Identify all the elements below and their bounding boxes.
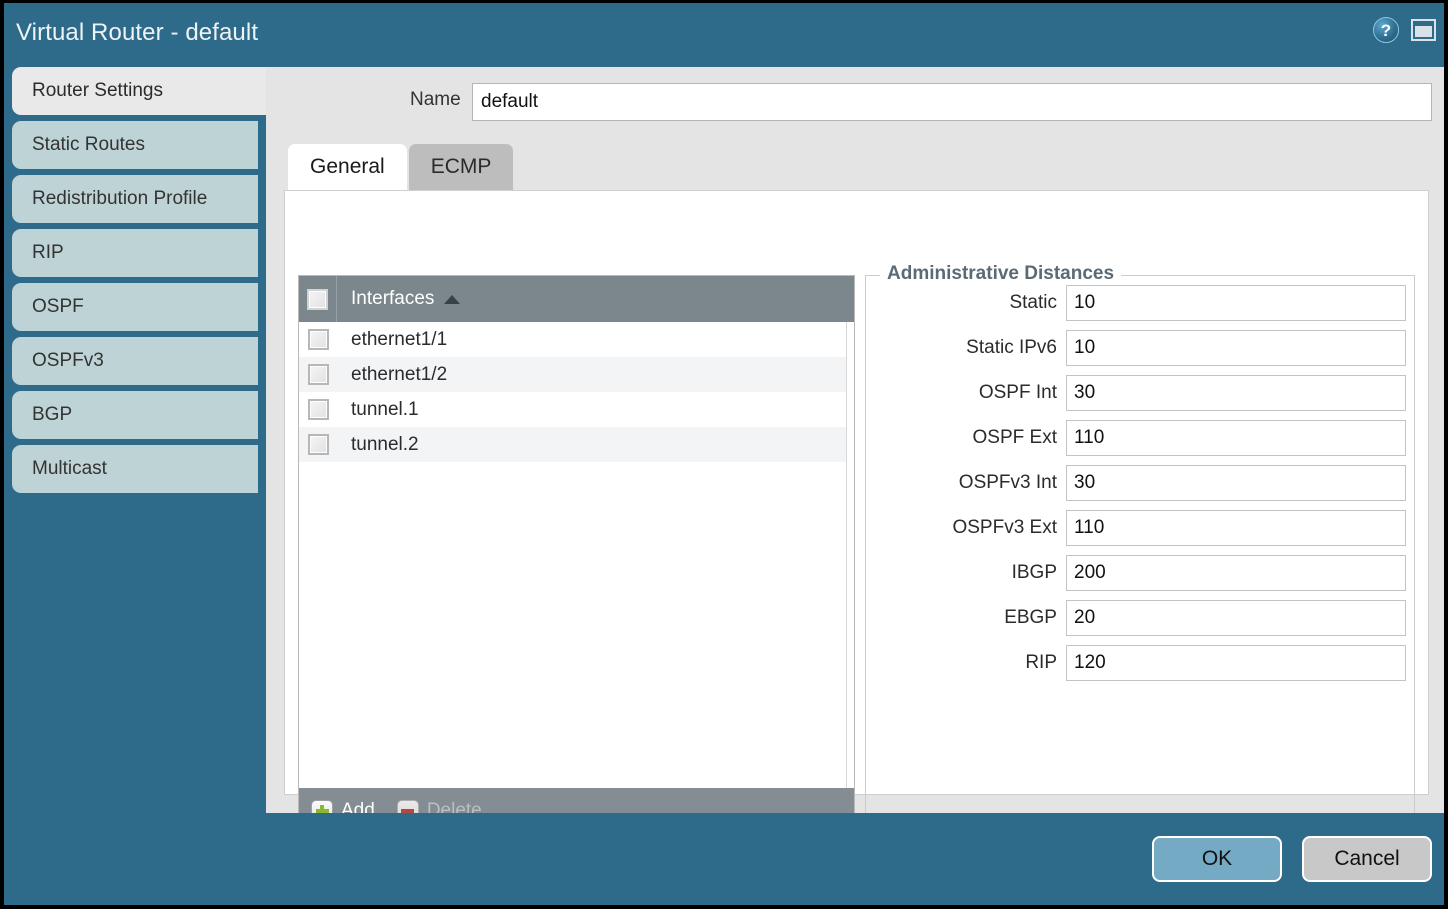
sidebar-item-label: Redistribution Profile [32,188,208,209]
row-checkbox[interactable] [307,329,329,350]
administrative-distances-group: Administrative Distances Static Static I… [865,263,1415,835]
sidebar-item-label: OSPF [32,296,84,317]
row-checkbox[interactable] [307,364,329,385]
tab-content-panel: Interfaces ethernet1/1 ethernet1 [284,190,1429,835]
name-input[interactable] [472,83,1432,121]
sidebar-item-rip[interactable]: RIP [12,229,258,277]
sort-ascending-triangle-icon[interactable] [444,294,461,304]
table-row[interactable]: ethernet1/1 [299,322,854,357]
cancel-button[interactable]: Cancel [1302,836,1432,882]
ospf-int-distance-input[interactable] [1066,375,1406,411]
ospfv3-ext-distance-input[interactable] [1066,510,1406,546]
row-checkbox-cell [299,399,337,420]
sidebar-item-label: Multicast [32,458,107,479]
dialog-body: Name General ECMP Interfaces [266,67,1444,835]
name-label: Name [410,89,461,110]
sidebar-nav: Router Settings Static Routes Redistribu… [4,67,270,905]
restore-window-icon[interactable] [1411,19,1436,41]
tab-ecmp[interactable]: ECMP [408,144,514,190]
row-checkbox-cell [299,329,337,350]
field-label: OSPFv3 Int [958,472,1057,493]
tab-bar: General ECMP [288,144,515,190]
ebgp-distance-input[interactable] [1066,600,1406,636]
interface-name: tunnel.2 [351,433,419,455]
help-circle-icon[interactable]: ? [1373,17,1399,43]
sidebar-item-label: Static Routes [32,134,145,155]
interfaces-table-header: Interfaces [299,276,854,322]
row-checkbox-cell [299,434,337,455]
dialog-titlebar: Virtual Router - default ? [4,3,1444,67]
field-row-ospf-ext: OSPF Ext [866,420,1414,456]
interface-name: ethernet1/1 [351,328,448,350]
ospfv3-int-distance-input[interactable] [1066,465,1406,501]
sidebar-item-multicast[interactable]: Multicast [12,445,258,493]
sidebar-item-label: OSPFv3 [32,350,104,371]
field-row-static-ipv6: Static IPv6 [866,330,1414,366]
titlebar-icon-group: ? [1373,17,1436,43]
field-row-ospf-int: OSPF Int [866,375,1414,411]
field-label: RIP [1025,652,1057,673]
interfaces-table: Interfaces ethernet1/1 ethernet1 [298,275,855,835]
field-label: EBGP [1004,607,1057,628]
sidebar-item-redistribution-profile[interactable]: Redistribution Profile [12,175,258,223]
sidebar-item-label: BGP [32,404,73,425]
ospf-ext-distance-input[interactable] [1066,420,1406,456]
row-checkbox[interactable] [307,399,329,420]
ok-button[interactable]: OK [1152,836,1282,882]
ibgp-distance-input[interactable] [1066,555,1406,591]
field-label: Static [1009,292,1057,313]
table-row[interactable]: ethernet1/2 [299,357,854,392]
field-row-ospfv3-ext: OSPFv3 Ext [866,510,1414,546]
field-row-rip: RIP [866,645,1414,681]
row-checkbox[interactable] [307,434,329,455]
sidebar-item-bgp[interactable]: BGP [12,391,258,439]
sidebar-item-ospfv3[interactable]: OSPFv3 [12,337,258,385]
sidebar-item-label: Router Settings [32,80,163,101]
sidebar-item-label: RIP [32,242,64,263]
row-checkbox-cell [299,364,337,385]
field-label: Static IPv6 [966,337,1057,358]
field-row-ibgp: IBGP [866,555,1414,591]
field-label: OSPF Int [978,382,1057,403]
select-all-cell [299,276,337,322]
administrative-distances-legend: Administrative Distances [880,263,1122,285]
interfaces-table-body: ethernet1/1 ethernet1/2 tunnel.1 [299,322,854,788]
table-right-strip [846,322,854,788]
table-row[interactable]: tunnel.2 [299,427,854,462]
select-all-checkbox[interactable] [307,288,328,310]
dialog-title: Virtual Router - default [16,19,259,46]
name-row: Name [266,83,1444,121]
static-ipv6-distance-input[interactable] [1066,330,1406,366]
tab-general[interactable]: General [288,144,407,190]
sidebar-item-ospf[interactable]: OSPF [12,283,258,331]
field-label: IBGP [1011,562,1057,583]
static-distance-input[interactable] [1066,285,1406,321]
table-row[interactable]: tunnel.1 [299,392,854,427]
interface-name: ethernet1/2 [351,363,448,385]
interface-name: tunnel.1 [351,398,419,420]
rip-distance-input[interactable] [1066,645,1406,681]
sidebar-item-static-routes[interactable]: Static Routes [12,121,258,169]
sidebar-item-router-settings[interactable]: Router Settings [12,67,270,115]
dialog-footer: OK Cancel [4,813,1444,905]
field-row-ebgp: EBGP [866,600,1414,636]
column-header-interfaces[interactable]: Interfaces [351,288,435,309]
field-row-static: Static [866,285,1414,321]
field-label: OSPFv3 Ext [952,517,1057,538]
field-label: OSPF Ext [972,427,1057,448]
field-row-ospfv3-int: OSPFv3 Int [866,465,1414,501]
